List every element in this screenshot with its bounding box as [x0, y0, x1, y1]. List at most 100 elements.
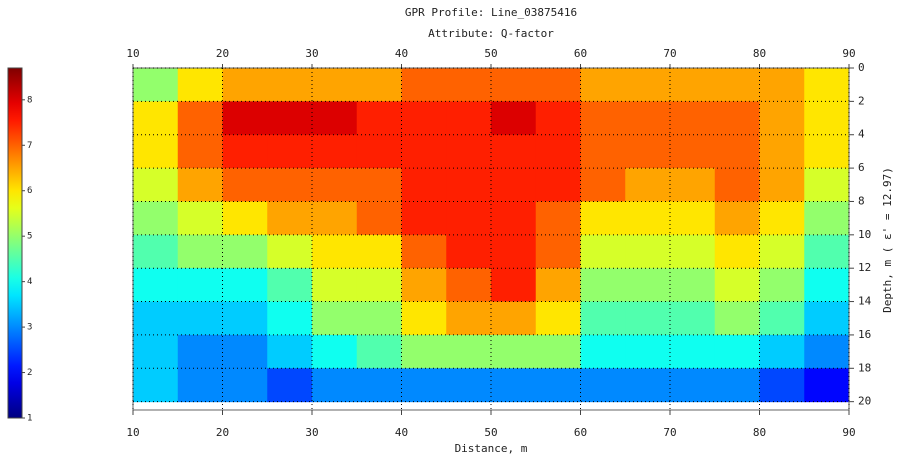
heatmap-cell — [133, 268, 179, 303]
heatmap-cell — [535, 234, 581, 269]
heatmap-cell — [670, 268, 716, 303]
y-tick-label: 8 — [858, 194, 865, 207]
heatmap-cell — [804, 234, 850, 269]
heatmap-cell — [491, 368, 537, 403]
heatmap-cell — [356, 168, 402, 202]
heatmap-cell — [714, 201, 760, 236]
y-tick-label: 0 — [858, 61, 865, 74]
axes: 1010202030304040505060607070808090900246… — [126, 47, 871, 439]
x-tick-label: 60 — [574, 47, 587, 60]
x-tick-label: 20 — [216, 47, 229, 60]
heatmap-cell — [714, 234, 760, 269]
colorbar-tick-label: 2 — [27, 368, 32, 378]
heatmap-cell — [714, 101, 760, 136]
heatmap-cell — [312, 201, 358, 236]
heatmap-cell — [491, 268, 537, 303]
heatmap-cell — [312, 301, 358, 336]
heatmap-cell — [177, 334, 223, 369]
x-tick-label: 40 — [395, 47, 408, 60]
heatmap-cell — [356, 368, 402, 403]
heatmap-cell — [714, 334, 760, 369]
x-tick-label: 90 — [842, 47, 855, 60]
heatmap-cell — [625, 101, 671, 136]
heatmap-cell — [535, 68, 581, 102]
heatmap-cell — [804, 134, 850, 169]
heatmap-cell — [356, 201, 402, 236]
x-tick-label: 10 — [126, 47, 139, 60]
heatmap-cell — [133, 68, 179, 102]
heatmap-cell — [759, 234, 805, 269]
heatmap-cell — [491, 201, 537, 236]
heatmap-cell — [804, 201, 850, 236]
heatmap-cell — [580, 368, 626, 403]
heatmap-cell — [491, 234, 537, 269]
heatmap-cell — [133, 234, 179, 269]
colorbar-tick-label: 5 — [27, 232, 32, 242]
heatmap-cell — [625, 134, 671, 169]
heatmap-cell — [670, 368, 716, 403]
heatmap-cell — [759, 334, 805, 369]
heatmap-cell — [625, 234, 671, 269]
heatmap-cell — [535, 201, 581, 236]
heatmap-cell — [312, 234, 358, 269]
heatmap-cell — [446, 301, 492, 336]
x-tick-label: 80 — [753, 47, 766, 60]
heatmap-cell — [580, 334, 626, 369]
chart-title: GPR Profile: Line_03875416 — [405, 6, 577, 19]
heatmap-cell — [759, 101, 805, 136]
heatmap-cell — [759, 201, 805, 236]
y-tick-label: 2 — [858, 94, 865, 107]
heatmap-cell — [267, 68, 313, 102]
heatmap-cell — [759, 68, 805, 102]
heatmap-cell — [133, 368, 179, 403]
chart-subtitle: Attribute: Q-factor — [428, 27, 554, 40]
heatmap-cell — [446, 68, 492, 102]
y-tick-label: 18 — [858, 361, 871, 374]
heatmap-cell — [535, 301, 581, 336]
heatmap-cell — [670, 234, 716, 269]
heatmap-cell — [177, 234, 223, 269]
heatmap-cell — [177, 368, 223, 403]
heatmap-cell — [222, 268, 268, 303]
heatmap-cell — [625, 201, 671, 236]
x-tick-label: 30 — [305, 426, 318, 439]
heatmap-cell — [535, 101, 581, 136]
heatmap-cell — [535, 334, 581, 369]
heatmap-cell — [714, 301, 760, 336]
heatmap-cell — [491, 334, 537, 369]
heatmap-cell — [446, 368, 492, 403]
y-tick-label: 16 — [858, 328, 871, 341]
heatmap-cell — [625, 334, 671, 369]
heatmap-cell — [580, 301, 626, 336]
heatmap-cell — [177, 134, 223, 169]
heatmap-cell — [625, 301, 671, 336]
heatmap-cell — [580, 168, 626, 202]
heatmap-cell — [670, 68, 716, 102]
heatmap-cell — [535, 368, 581, 403]
heatmap-cell — [491, 68, 537, 102]
x-tick-label: 80 — [753, 426, 766, 439]
heatmap-cell — [625, 168, 671, 202]
heatmap-cell — [446, 268, 492, 303]
heatmap-cell — [759, 368, 805, 403]
x-tick-label: 40 — [395, 426, 408, 439]
heatmap-cell — [222, 334, 268, 369]
heatmap-cell — [580, 201, 626, 236]
x-tick-label: 70 — [663, 47, 676, 60]
heatmap-cell — [222, 101, 268, 136]
heatmap-cell — [446, 334, 492, 369]
heatmap-cell — [267, 301, 313, 336]
heatmap-cell — [177, 201, 223, 236]
heatmap-cell — [401, 368, 447, 403]
heatmap-cell — [491, 301, 537, 336]
heatmap — [133, 68, 850, 403]
heatmap-cell — [267, 334, 313, 369]
heatmap-cell — [222, 168, 268, 202]
colorbar-tick-label: 3 — [27, 323, 32, 333]
heatmap-cell — [804, 301, 850, 336]
heatmap-cell — [625, 368, 671, 403]
heatmap-cell — [446, 101, 492, 136]
heatmap-cell — [267, 134, 313, 169]
x-tick-label: 30 — [305, 47, 318, 60]
